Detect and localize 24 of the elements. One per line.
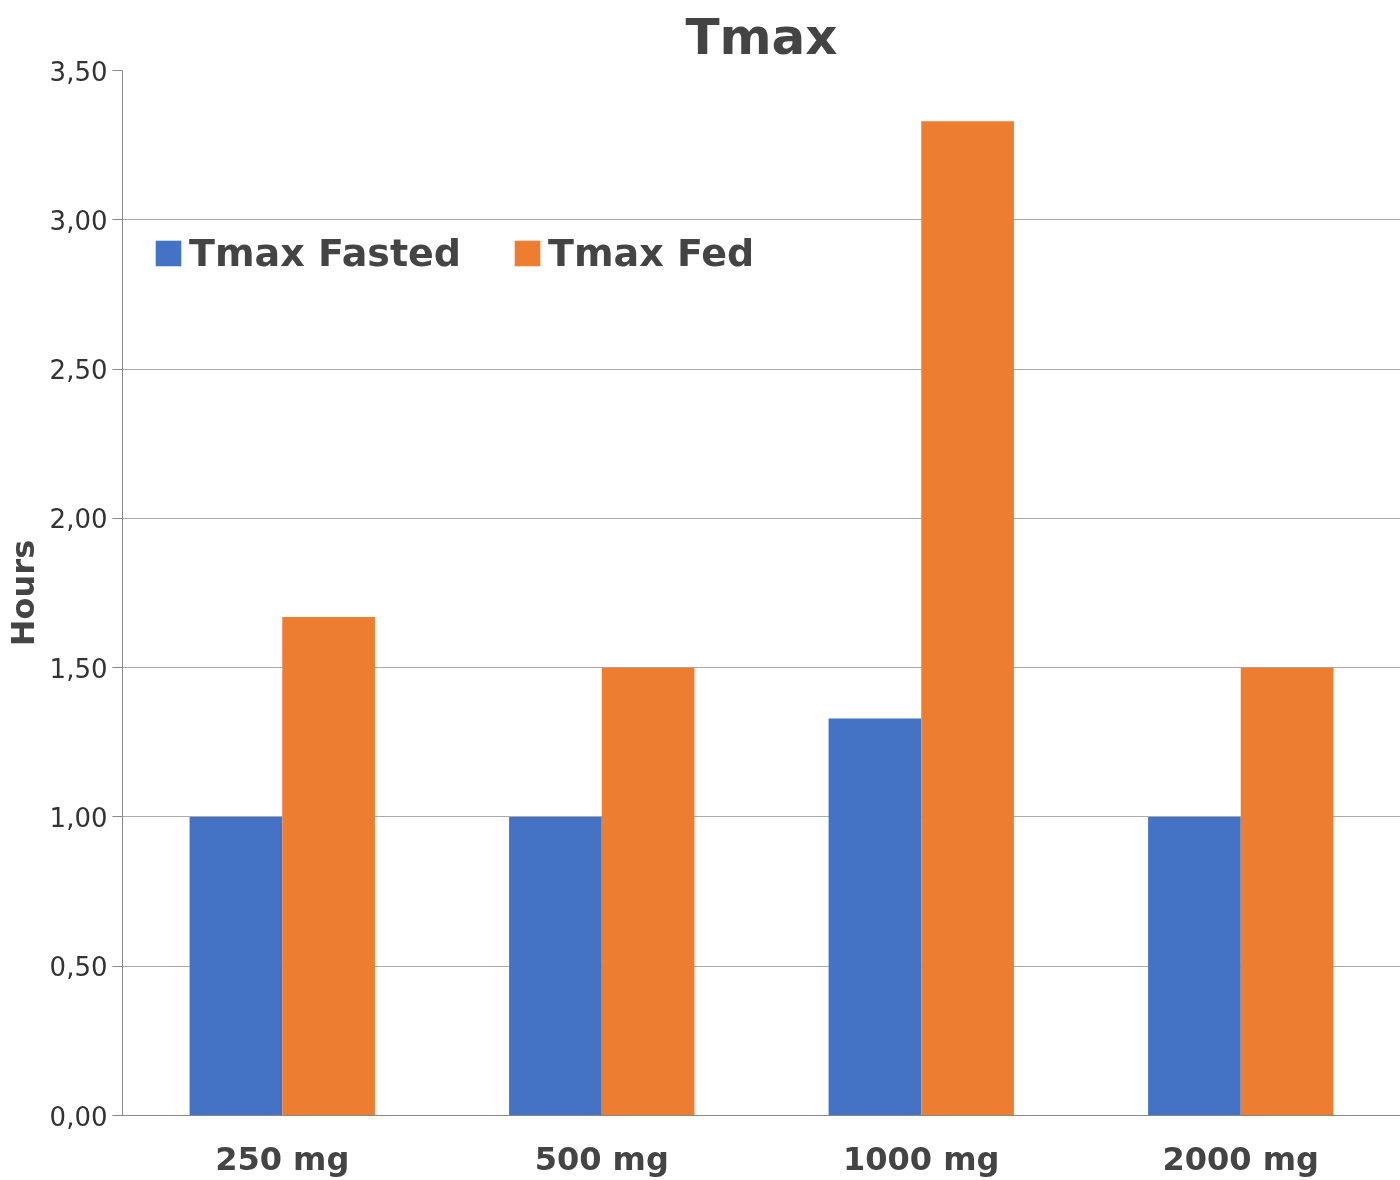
y-tick-label: 0,00 <box>49 1101 108 1132</box>
bar <box>1148 816 1241 1116</box>
bar <box>601 667 695 1116</box>
x-tick-label: 1000 mg <box>843 1139 1000 1178</box>
y-tick-label: 0,50 <box>49 952 108 983</box>
x-tick-label: 250 mg <box>215 1139 350 1178</box>
bar <box>509 816 602 1116</box>
bar <box>921 121 1014 1116</box>
legend-label: Tmax Fasted <box>189 231 462 275</box>
y-tick-label: 2,00 <box>49 504 108 535</box>
y-tick-label: 1,00 <box>49 802 108 833</box>
chart-title: Tmax <box>685 7 838 66</box>
y-axis-title: Hours <box>3 539 42 647</box>
y-tick-label: 1,50 <box>49 653 108 684</box>
legend-label: Tmax Fed <box>548 231 755 275</box>
bar <box>828 718 922 1116</box>
bar <box>282 616 375 1116</box>
x-tick-label: 500 mg <box>534 1139 669 1178</box>
x-tick-label: 2000 mg <box>1162 1139 1319 1178</box>
y-tick-label: 2,50 <box>49 355 108 386</box>
bar <box>189 816 283 1116</box>
bar <box>1240 667 1334 1116</box>
y-tick-label: 3,00 <box>49 205 108 236</box>
y-tick-label: 3,50 <box>49 56 108 87</box>
